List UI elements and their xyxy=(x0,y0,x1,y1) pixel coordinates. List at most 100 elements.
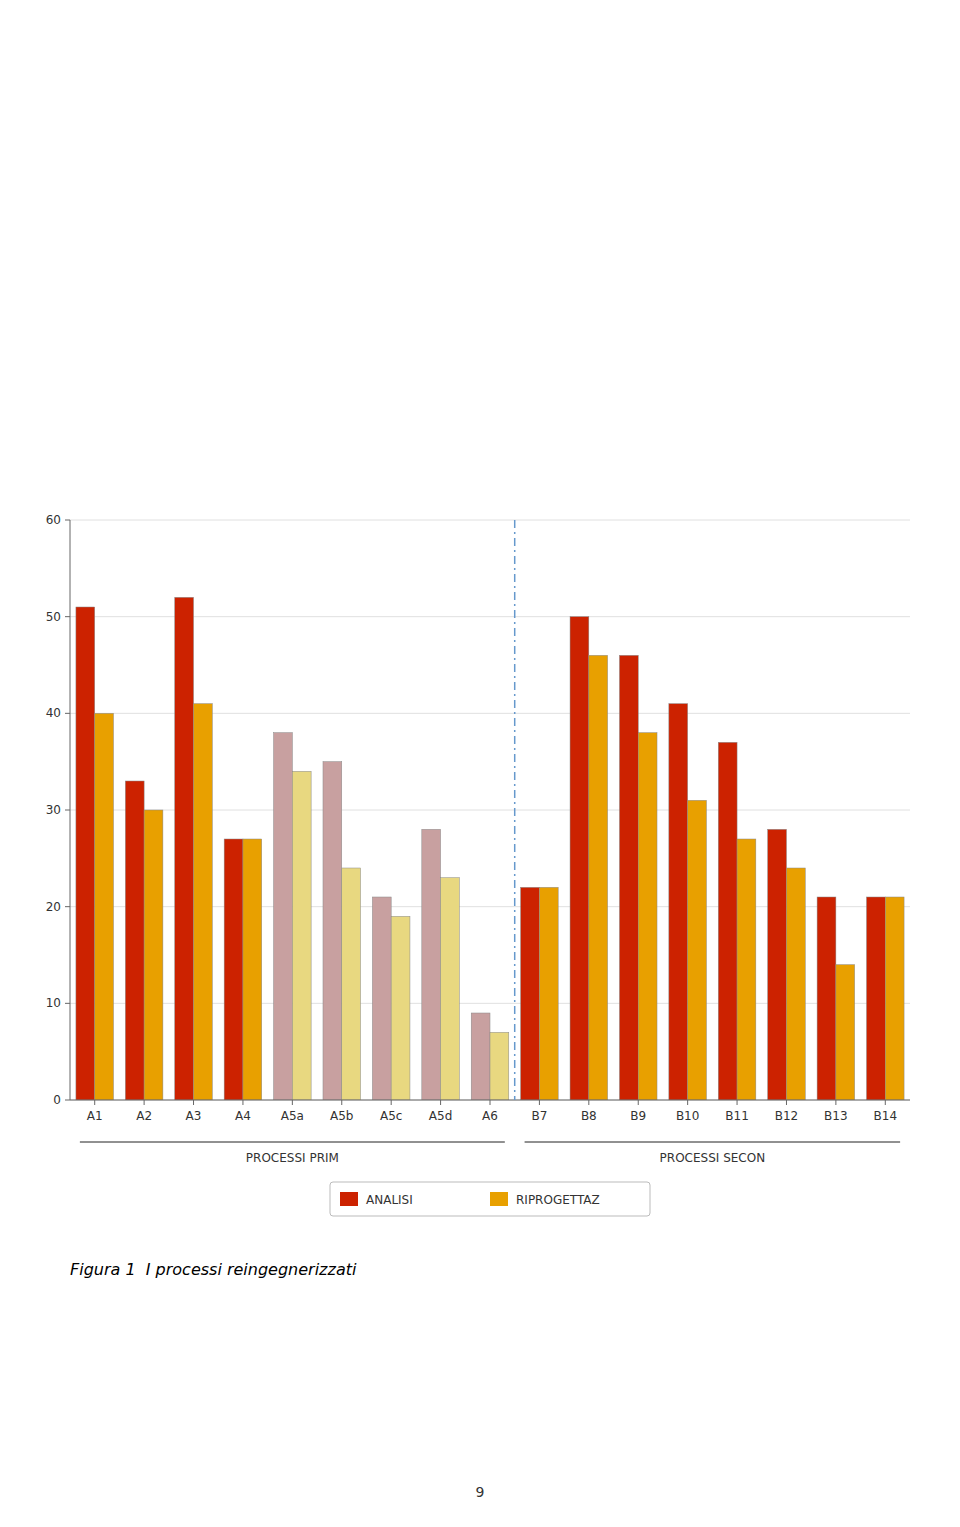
bar xyxy=(688,800,707,1100)
bar xyxy=(292,771,311,1100)
bar xyxy=(768,829,787,1100)
x-tick-label: B9 xyxy=(630,1109,646,1123)
bar xyxy=(144,810,163,1100)
bar xyxy=(737,839,756,1100)
bar xyxy=(589,655,608,1100)
y-tick-label: 20 xyxy=(46,900,61,914)
x-tick xyxy=(341,1100,342,1105)
bar xyxy=(867,897,886,1100)
y-tick-label: 30 xyxy=(46,803,61,817)
bar xyxy=(786,868,805,1100)
bars xyxy=(76,597,904,1100)
bar xyxy=(836,965,855,1100)
y-tick xyxy=(65,1100,70,1101)
bar xyxy=(342,868,361,1100)
bar xyxy=(175,597,194,1100)
bar xyxy=(274,733,293,1100)
y-tick-label: 60 xyxy=(46,513,61,527)
y-tick xyxy=(65,616,70,617)
y-tick xyxy=(65,713,70,714)
bar xyxy=(718,742,737,1100)
bar xyxy=(125,781,144,1100)
bar xyxy=(194,704,213,1100)
caption: Figura 1 I processi reingegnerizzati xyxy=(70,1260,357,1279)
y-axis: 0 10 20 30 40 50 60 xyxy=(46,513,910,1107)
group-separator xyxy=(514,520,516,1100)
legend: ANALISI RIPROGETTAZ xyxy=(330,1182,650,1216)
x-tick xyxy=(391,1100,392,1105)
group-bracket xyxy=(525,1142,901,1143)
bar xyxy=(638,733,657,1100)
bar xyxy=(570,617,589,1100)
legend-box xyxy=(330,1182,650,1216)
x-tick xyxy=(490,1100,491,1105)
x-tick-label: B7 xyxy=(531,1109,547,1123)
page-number: 9 xyxy=(476,1484,485,1500)
legend-swatch xyxy=(490,1192,508,1206)
legend-label: ANALISI xyxy=(366,1193,413,1207)
x-tick xyxy=(144,1100,145,1105)
bar xyxy=(669,704,688,1100)
x-tick-label: B13 xyxy=(824,1109,848,1123)
x-tick-label: A5c xyxy=(380,1109,402,1123)
group-bracket xyxy=(80,1142,505,1143)
bar xyxy=(885,897,904,1100)
annotations: PROCESSI PRIM PROCESSI SECON 9 xyxy=(80,1142,900,1500)
bar xyxy=(224,839,243,1100)
bar xyxy=(539,887,558,1100)
y-tick xyxy=(65,520,70,521)
bar xyxy=(243,839,262,1100)
x-tick xyxy=(835,1100,836,1105)
y-tick-label: 50 xyxy=(46,610,61,624)
x-tick xyxy=(292,1100,293,1105)
bar xyxy=(490,1032,509,1100)
x-tick-label: A1 xyxy=(87,1109,103,1123)
x-tick xyxy=(786,1100,787,1105)
bar xyxy=(76,607,95,1100)
x-tick xyxy=(588,1100,589,1105)
x-tick xyxy=(94,1100,95,1105)
x-tick-label: B12 xyxy=(775,1109,799,1123)
bar xyxy=(817,897,836,1100)
y-tick xyxy=(65,906,70,907)
bar xyxy=(521,887,540,1100)
bar xyxy=(95,713,114,1100)
x-tick-label: A5a xyxy=(281,1109,304,1123)
legend-label: RIPROGETTAZ xyxy=(516,1193,600,1207)
y-tick-label: 0 xyxy=(53,1093,61,1107)
y-axis-line xyxy=(70,520,71,1100)
chart: 0102030405060A1A2A3A4A5aA5bA5cA5dA6B7B8B… xyxy=(0,0,960,1527)
x-tick-label: B8 xyxy=(581,1109,597,1123)
bar xyxy=(471,1013,490,1100)
group-label: PROCESSI PRIM xyxy=(246,1151,339,1165)
x-tick-label: A2 xyxy=(136,1109,152,1123)
x-tick xyxy=(737,1100,738,1105)
x-tick xyxy=(687,1100,688,1105)
bar xyxy=(619,655,638,1100)
bar xyxy=(372,897,391,1100)
x-tick xyxy=(193,1100,194,1105)
x-tick xyxy=(885,1100,886,1105)
x-tick-label: A6 xyxy=(482,1109,498,1123)
x-axis: A1A2A3A4A5aA5bA5cA5dA6B7B8B9B10B11B12B13… xyxy=(87,1100,897,1123)
grid-line xyxy=(70,616,910,617)
group-label: PROCESSI SECON xyxy=(660,1151,766,1165)
x-tick-label: B11 xyxy=(725,1109,749,1123)
x-tick-label: A3 xyxy=(186,1109,202,1123)
x-tick-label: A5d xyxy=(429,1109,452,1123)
y-tick-label: 10 xyxy=(46,996,61,1010)
bar xyxy=(422,829,441,1100)
bar xyxy=(391,916,410,1100)
y-tick xyxy=(65,810,70,811)
bar xyxy=(441,878,460,1100)
x-tick-label: A5b xyxy=(330,1109,353,1123)
x-tick xyxy=(242,1100,243,1105)
x-tick xyxy=(539,1100,540,1105)
y-tick-label: 40 xyxy=(46,706,61,720)
grid-line xyxy=(70,520,910,521)
x-tick-label: B14 xyxy=(874,1109,898,1123)
x-tick xyxy=(440,1100,441,1105)
legend-swatch xyxy=(340,1192,358,1206)
x-tick-label: B10 xyxy=(676,1109,700,1123)
y-tick xyxy=(65,1003,70,1004)
